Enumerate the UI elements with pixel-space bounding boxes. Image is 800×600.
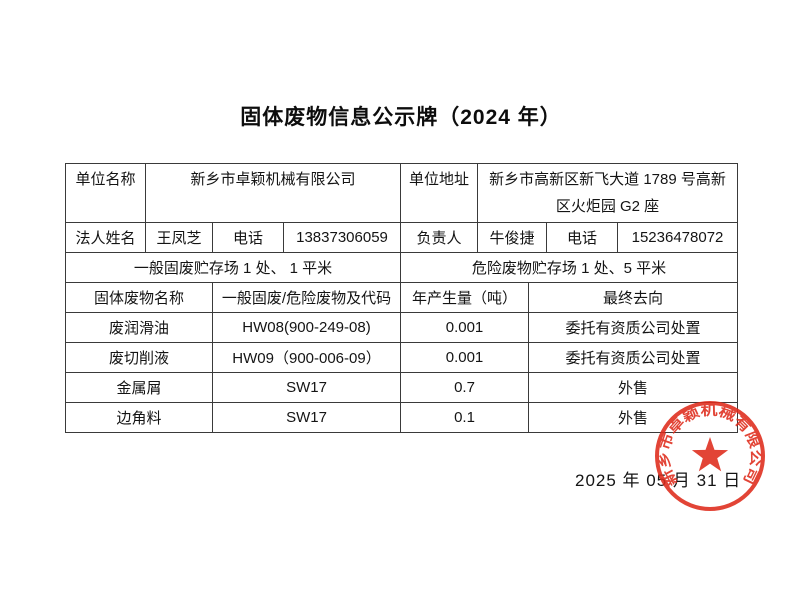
table-row: 金属屑 SW17 0.7 外售: [65, 372, 739, 403]
table-header-row: 固体废物名称 一般固废/危险废物及代码 年产生量（吨） 最终去向: [65, 282, 739, 313]
table-row: 废润滑油 HW08(900-249-08) 0.001 委托有资质公司处置: [65, 312, 739, 343]
unit-address-label: 单位地址: [400, 163, 479, 223]
page-title: 固体废物信息公示牌（2024 年）: [240, 106, 562, 129]
waste-info-table: 单位名称 新乡市卓颖机械有限公司 单位地址 新乡市高新区新飞大道 1789 号高…: [64, 163, 739, 433]
waste-name: 金属屑: [65, 372, 213, 403]
waste-destination: 委托有资质公司处置: [528, 342, 739, 373]
manager-value: 牛俊捷: [477, 222, 548, 253]
header-waste-code: 一般固废/危险废物及代码: [211, 282, 402, 313]
header-annual-amount: 年产生量（吨）: [400, 282, 530, 313]
phone2-label: 电话: [546, 222, 619, 253]
waste-code: SW17: [211, 402, 402, 433]
waste-amount: 0.001: [400, 312, 530, 343]
waste-code: HW09（900-006-09）: [211, 342, 402, 373]
header-waste-name: 固体废物名称: [65, 282, 213, 313]
waste-code: HW08(900-249-08): [211, 312, 402, 343]
waste-amount: 0.001: [400, 342, 530, 373]
table-row: 边角料 SW17 0.1 外售: [65, 402, 739, 433]
waste-destination: 外售: [528, 402, 739, 433]
hazardous-storage-info: 危险废物贮存场 1 处、5 平米: [400, 252, 739, 283]
unit-address-value: 新乡市高新区新飞大道 1789 号高新区火炬园 G2 座: [477, 163, 739, 223]
waste-destination: 委托有资质公司处置: [528, 312, 739, 343]
phone2-value: 15236478072: [617, 222, 739, 253]
waste-code: SW17: [211, 372, 402, 403]
unit-name-value: 新乡市卓颖机械有限公司: [144, 163, 402, 223]
waste-destination: 外售: [528, 372, 739, 403]
legal-person-value: 王凤芝: [145, 222, 213, 253]
table-row: 废切削液 HW09（900-006-09） 0.001 委托有资质公司处置: [65, 342, 739, 373]
waste-amount: 0.1: [400, 402, 530, 433]
phone1-label: 电话: [212, 222, 284, 253]
waste-amount: 0.7: [400, 372, 530, 403]
unit-name-label: 单位名称: [65, 163, 146, 223]
waste-name: 废切削液: [65, 342, 213, 373]
general-storage-info: 一般固废贮存场 1 处、 1 平米: [64, 252, 402, 283]
phone1-value: 13837306059: [282, 222, 402, 253]
table-row: 法人姓名 王凤芝 电话 13837306059 负责人 牛俊捷 电话 15236…: [65, 222, 739, 253]
waste-name: 废润滑油: [65, 312, 213, 343]
publish-date: 2025 年 05 月 31 日: [575, 471, 742, 490]
legal-person-label: 法人姓名: [65, 222, 146, 253]
table-row: 单位名称 新乡市卓颖机械有限公司 单位地址 新乡市高新区新飞大道 1789 号高…: [65, 163, 739, 223]
header-destination: 最终去向: [528, 282, 739, 313]
waste-name: 边角料: [65, 402, 213, 433]
table-row: 一般固废贮存场 1 处、 1 平米 危险废物贮存场 1 处、5 平米: [64, 252, 739, 283]
manager-label: 负责人: [400, 222, 479, 253]
